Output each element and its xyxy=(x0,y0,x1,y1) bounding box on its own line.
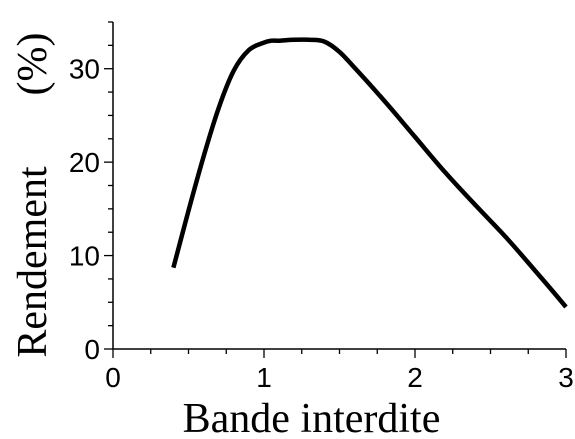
axes xyxy=(104,21,567,358)
y-tick-label: 30 xyxy=(69,54,100,85)
y-tick-label: 10 xyxy=(69,241,100,272)
y-axis-unit: (%) xyxy=(10,33,56,96)
y-axis-unit-group: (%) xyxy=(10,33,56,96)
x-tick-label: 2 xyxy=(407,362,423,393)
y-axis-title: Rendement xyxy=(10,166,56,358)
x-tick-label: 3 xyxy=(558,362,574,393)
x-tick-label: 1 xyxy=(256,362,272,393)
series-layer xyxy=(171,37,568,309)
y-tick-label: 20 xyxy=(69,147,100,178)
x-tick-label: 0 xyxy=(105,362,121,393)
x-axis-title: Bande interdite xyxy=(183,396,441,439)
y-tick-label: 0 xyxy=(84,334,100,365)
series-line-0 xyxy=(171,37,568,309)
y-axis-title-group: Rendement xyxy=(10,166,56,358)
